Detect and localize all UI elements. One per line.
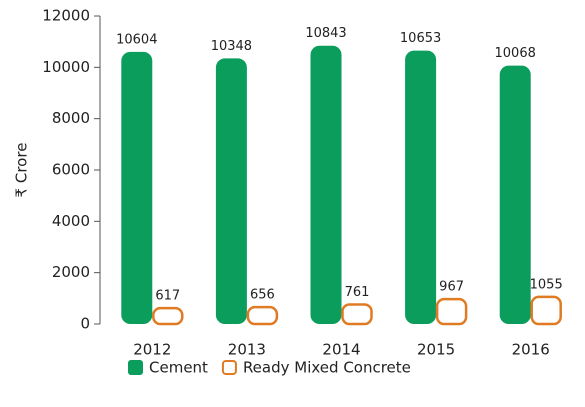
bar xyxy=(215,58,247,324)
bar xyxy=(499,65,531,324)
data-label: 617 xyxy=(155,289,180,304)
data-label: 10653 xyxy=(400,31,441,46)
y-tick-label: 12000 xyxy=(42,7,90,25)
bar xyxy=(121,51,153,325)
bar xyxy=(246,305,279,326)
bar xyxy=(341,303,373,326)
x-tick-label: 2015 xyxy=(417,341,455,359)
y-tick-label: 8000 xyxy=(52,109,90,127)
data-label: 967 xyxy=(439,280,464,295)
legend-label: Cement xyxy=(149,359,208,377)
data-label: 1055 xyxy=(530,277,563,292)
bar xyxy=(435,297,468,326)
bar xyxy=(152,306,184,326)
y-axis-label: ₹ Crore xyxy=(13,143,31,198)
y-tick-label: 0 xyxy=(80,315,90,333)
data-label: 10348 xyxy=(211,39,252,54)
y-tick-label: 4000 xyxy=(52,212,90,230)
y-tick-label: 10000 xyxy=(42,58,90,76)
bar xyxy=(530,295,562,326)
x-tick-label: 2014 xyxy=(322,341,360,359)
bar xyxy=(310,45,342,324)
x-tick-label: 2016 xyxy=(512,341,550,359)
data-label: 656 xyxy=(250,288,275,303)
data-label: 10068 xyxy=(495,46,536,61)
legend-swatch xyxy=(221,360,237,375)
data-label: 761 xyxy=(345,285,370,300)
y-tick-label: 6000 xyxy=(52,161,90,179)
bar xyxy=(405,50,437,324)
data-label: 10604 xyxy=(116,32,157,47)
legend-label: Ready Mixed Concrete xyxy=(243,359,411,377)
data-label: 10843 xyxy=(305,26,346,41)
legend-swatch xyxy=(128,360,143,375)
x-tick-label: 2013 xyxy=(228,341,266,359)
x-tick-label: 2012 xyxy=(133,341,171,359)
y-tick-label: 2000 xyxy=(52,263,90,281)
